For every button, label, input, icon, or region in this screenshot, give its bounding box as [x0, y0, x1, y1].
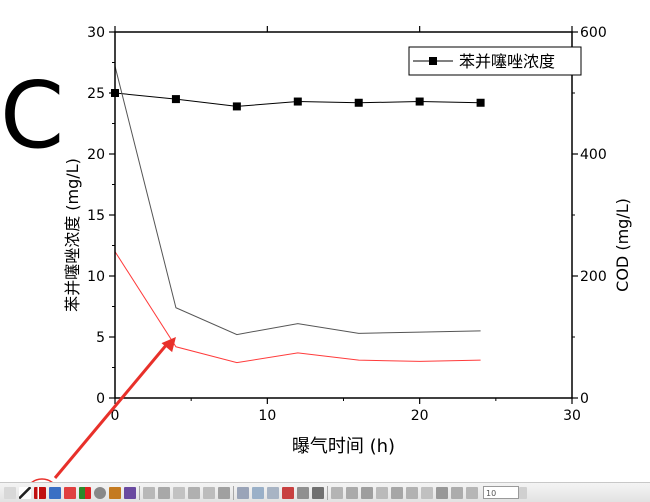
mask-icon[interactable]: [451, 486, 463, 499]
legend-marker-square: [429, 57, 437, 65]
scatter-plot-icon[interactable]: [49, 486, 61, 499]
y-right-tick-label: 600: [580, 25, 607, 41]
legend: 苯并噻唑浓度: [408, 46, 582, 76]
region-tool-icon[interactable]: [406, 486, 418, 499]
y-left-axis-title: 苯并噻唑浓度 (mg/L): [63, 158, 82, 312]
x-tick-label: 20: [411, 408, 429, 424]
zoom-select[interactable]: 10: [483, 486, 519, 499]
zoom-in-icon[interactable]: [252, 486, 264, 499]
y-left-tick-label: 15: [87, 208, 105, 224]
annotation-arrow-shaft: [53, 342, 170, 479]
series-point: [415, 97, 424, 106]
plot-frame: [114, 31, 573, 399]
rescale-icon[interactable]: [237, 486, 249, 499]
y-right-tick-label: 200: [580, 269, 607, 285]
zoom-out-icon[interactable]: [267, 486, 279, 499]
annotate-icon[interactable]: [436, 486, 448, 499]
bar-plot-icon[interactable]: [34, 486, 46, 499]
data-reader-icon[interactable]: [421, 486, 433, 499]
x-tick-label: 30: [563, 408, 581, 424]
series-point: [476, 98, 485, 107]
x-tick-label: 10: [258, 408, 276, 424]
toolbar-separator: [327, 485, 328, 500]
pie-plot-icon[interactable]: [94, 486, 106, 499]
layer-copy-icon[interactable]: [173, 486, 185, 499]
y-left-tick-label: 5: [96, 330, 105, 346]
panel-label: C: [0, 62, 64, 169]
series-point: [293, 97, 302, 106]
series-point: [354, 98, 363, 107]
line-tool-icon[interactable]: [361, 486, 373, 499]
series-point: [232, 102, 241, 111]
y-right-axis-title: COD (mg/L): [613, 198, 632, 292]
column-plot-icon[interactable]: [79, 486, 91, 499]
x-axis-title: 曝气时间 (h): [292, 436, 395, 457]
contour-plot-icon[interactable]: [109, 486, 121, 499]
y-right-tick-label: 400: [580, 147, 607, 163]
circle-tool-icon[interactable]: [391, 486, 403, 499]
legend-entry: 苯并噻唑浓度: [459, 52, 555, 71]
layer-arrange-icon[interactable]: [188, 486, 200, 499]
toolbar-separator: [233, 485, 234, 500]
series-line-2: [114, 251, 481, 364]
y-left-tick-label: 20: [87, 147, 105, 163]
toolbar-separator: [139, 485, 140, 500]
layer-icon[interactable]: [143, 486, 155, 499]
layer-link-icon[interactable]: [218, 486, 230, 499]
bottom-toolbar: 10: [0, 482, 650, 502]
pointer-icon[interactable]: [4, 486, 16, 499]
arrow-tool-icon[interactable]: [346, 486, 358, 499]
grid-icon[interactable]: [297, 486, 309, 499]
plot-3d-icon[interactable]: [124, 486, 136, 499]
y-right-tick-label: 0: [580, 391, 589, 407]
y-left-tick-label: 30: [87, 25, 105, 41]
object-icon[interactable]: [466, 486, 478, 499]
text-tool-icon[interactable]: [331, 486, 343, 499]
layer-merge-icon[interactable]: [203, 486, 215, 499]
line-plot-icon[interactable]: [19, 486, 31, 499]
chevron-down-icon[interactable]: [519, 486, 527, 499]
y-left-tick-label: 10: [87, 269, 105, 285]
x-tick-label: 0: [111, 408, 120, 424]
layer-add-icon[interactable]: [158, 486, 170, 499]
series-point: [171, 95, 180, 104]
series-line-1: [114, 66, 481, 336]
legend-icon[interactable]: [312, 486, 324, 499]
area-plot-icon[interactable]: [64, 486, 76, 499]
y-left-tick-label: 25: [87, 86, 105, 102]
axis-icon[interactable]: [282, 486, 294, 499]
y-left-tick-label: 0: [96, 391, 105, 407]
rectangle-tool-icon[interactable]: [376, 486, 388, 499]
annotation-arrow-head: [161, 337, 176, 353]
annotation-circle: [31, 478, 53, 482]
